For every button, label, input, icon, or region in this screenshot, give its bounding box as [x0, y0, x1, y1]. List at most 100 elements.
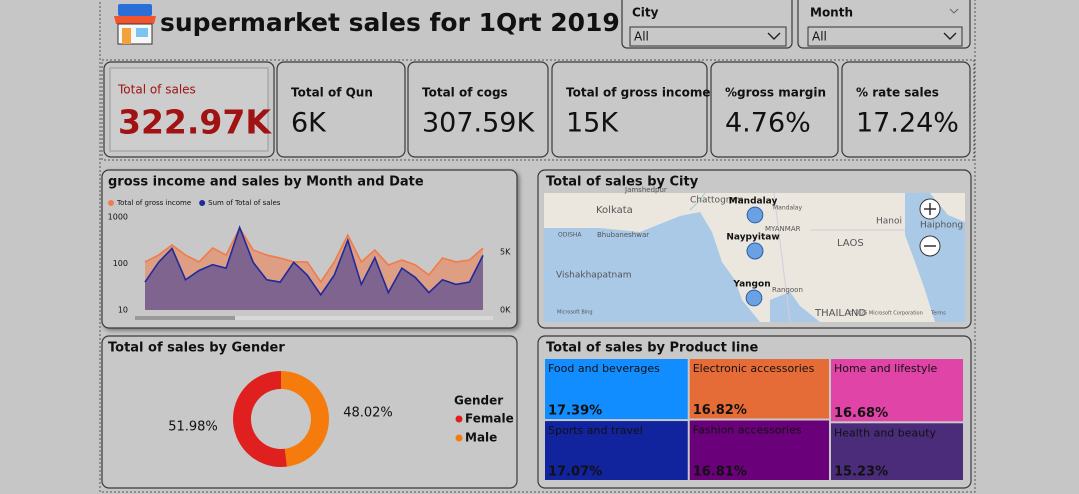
- card-label: Total of sales: [117, 83, 196, 97]
- line: [144, 225, 484, 297]
- tile-label: Electronic accessories: [693, 362, 815, 375]
- map-label: Jamshedpur: [624, 186, 667, 194]
- slicer-label: City: [632, 6, 659, 20]
- data-label: 16.82%: [693, 403, 747, 418]
- tile-label: Sports and travel: [548, 424, 643, 437]
- card: [710, 61, 839, 158]
- treemap-tile: [545, 421, 688, 480]
- map-label: Bhubaneshwar: [597, 231, 649, 239]
- canvas-border: [99, 0, 976, 493]
- dashboard-title: supermarket sales for 1Qrt 2019: [160, 8, 620, 37]
- card-value: 15K: [566, 108, 619, 139]
- slicer-dropdown[interactable]: [629, 26, 787, 47]
- map-label: ODISHA: [558, 232, 582, 239]
- card-label: Total of gross income: [566, 86, 710, 100]
- map-label: © 2025 Microsoft Corporation: [848, 310, 923, 317]
- card-value: 322.97K: [118, 103, 272, 142]
- treemap-tile: [830, 359, 963, 422]
- card: [276, 61, 406, 158]
- treemap-tile: [689, 359, 829, 419]
- y-tick-label: 1000: [108, 213, 128, 222]
- map-label: Kolkata: [596, 205, 633, 216]
- y2-tick-label: 0K: [500, 306, 511, 315]
- card-label: % rate sales: [856, 86, 939, 100]
- map-label: Vishakhapatnam: [556, 271, 632, 281]
- map-label: THAILAND: [814, 308, 867, 319]
- slicer-value: All: [634, 30, 649, 44]
- card-value: 6K: [291, 108, 327, 139]
- legend-marker: [199, 200, 206, 206]
- city-bubble: [746, 206, 764, 224]
- chevron: [949, 8, 959, 14]
- card-value: 307.59K: [422, 108, 535, 139]
- card-value: 17.24%: [856, 108, 959, 139]
- card: [841, 61, 971, 158]
- store-icon: [114, 4, 156, 45]
- y-tick-label: 10: [118, 306, 128, 315]
- legend-marker: [455, 415, 463, 423]
- data-label: 16.68%: [834, 406, 888, 421]
- card-label: Total of cogs: [422, 86, 508, 100]
- city-label: Naypyitaw: [726, 233, 779, 243]
- city-bubble: [746, 242, 764, 260]
- area-fill: [145, 227, 483, 310]
- treemap-tile: [545, 359, 688, 420]
- data-label: 17.39%: [548, 404, 602, 419]
- y2-tick-label: 5K: [500, 247, 511, 256]
- scrollbar-track: [135, 316, 493, 320]
- chevron: [943, 32, 957, 40]
- treemap-tile: [689, 420, 829, 480]
- treemap-tile: [830, 423, 963, 480]
- city-label: Yangon: [732, 280, 770, 290]
- donut-slice: [281, 371, 329, 467]
- map-label: Microsoft Bing: [557, 310, 593, 316]
- card-label: %gross margin: [725, 86, 826, 100]
- tile-label: Food and beverages: [548, 362, 660, 375]
- legend-label: Female: [465, 412, 514, 426]
- map-label: Hanoi: [876, 217, 902, 227]
- card-value: 4.76%: [725, 108, 811, 139]
- slicer-label: Month: [810, 6, 853, 20]
- chevron: [767, 32, 781, 40]
- legend-marker: [108, 200, 114, 206]
- map-label: Terms: [930, 311, 946, 317]
- y-tick-label: 100: [113, 259, 128, 268]
- data-label: 17.07%: [548, 465, 602, 480]
- line: [144, 226, 484, 284]
- panel: [101, 335, 518, 489]
- scrollbar-thumb: [135, 316, 235, 320]
- tile-label: Fashion accessories: [693, 424, 802, 437]
- map-label: LAOS: [837, 238, 864, 249]
- city-bubble: [745, 289, 763, 307]
- donut-slice: [233, 371, 287, 468]
- chart-title: Total of sales by City: [546, 175, 699, 190]
- slicer-value: All: [812, 30, 827, 44]
- map-label: Rangoon: [772, 286, 803, 294]
- legend-title: Gender: [454, 394, 503, 408]
- data-label: 51.98%: [168, 420, 218, 435]
- map-label: Chattogram: [690, 196, 744, 206]
- cards-border: [101, 59, 975, 161]
- legend-label: Male: [465, 431, 497, 445]
- card: [407, 61, 549, 158]
- legend-label: Total of gross income: [116, 199, 191, 207]
- legend-label: Sum of Total of sales: [208, 199, 281, 207]
- legend-marker: [455, 434, 463, 442]
- card-label: Total of Qun: [291, 86, 373, 100]
- tile-label: Health and beauty: [834, 426, 937, 439]
- map-label: Mandalay: [773, 205, 802, 212]
- data-label: 48.02%: [343, 406, 393, 421]
- data-label: 15.23%: [834, 465, 888, 480]
- city-label: Mandalay: [729, 197, 778, 207]
- chart-title: Total of sales by Product line: [546, 341, 759, 356]
- slicer-dropdown[interactable]: [807, 26, 963, 47]
- card-highlight: [109, 67, 269, 152]
- map-label: Haiphong: [920, 221, 963, 231]
- card: [551, 61, 708, 158]
- tile-label: Home and lifestyle: [834, 362, 938, 375]
- map-label: MYANMAR: [765, 225, 801, 233]
- chart-title: gross income and sales by Month and Date: [108, 175, 424, 190]
- chart-title: Total of sales by Gender: [108, 341, 285, 356]
- data-label: 16.81%: [693, 465, 747, 480]
